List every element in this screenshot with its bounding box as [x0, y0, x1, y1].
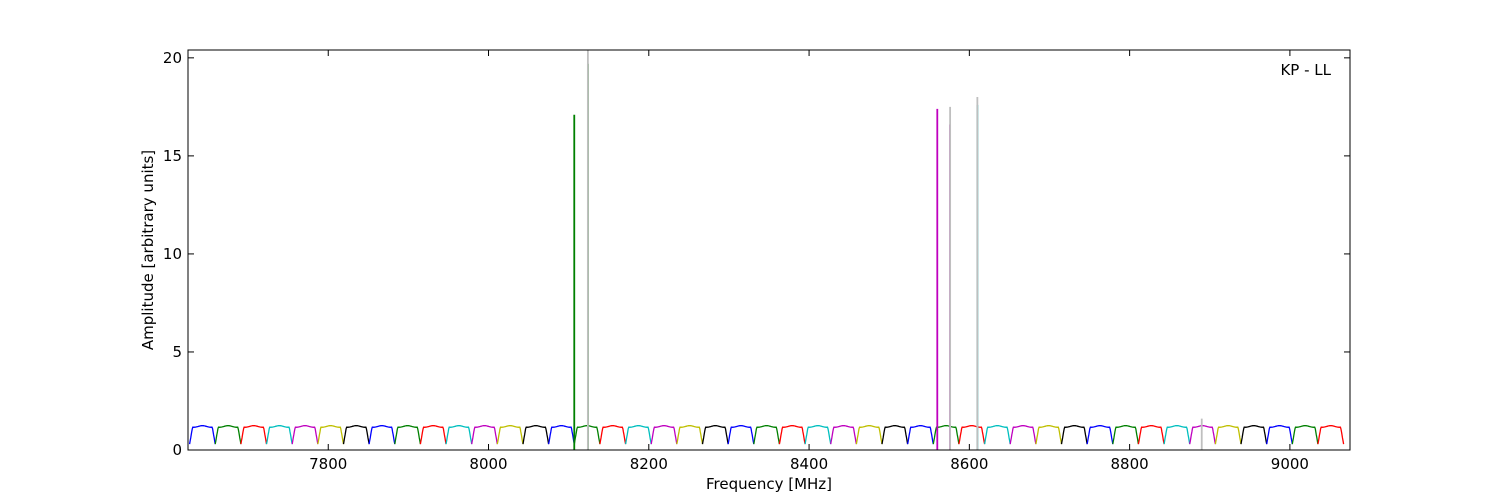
channel-line: [419, 425, 447, 445]
channel-line: [855, 425, 883, 445]
plot-area: [188, 50, 1345, 450]
x-tick-label: 8600: [950, 455, 988, 473]
x-tick-label: 7800: [309, 455, 347, 473]
x-tick-label: 8400: [790, 455, 828, 473]
channel-line: [1291, 425, 1319, 445]
plot-frame: [187, 49, 1351, 451]
channel-line: [522, 425, 550, 445]
x-tick-label: 8800: [1111, 455, 1149, 473]
channel-line: [624, 425, 652, 445]
channel-line: [983, 425, 1011, 445]
channel-line: [1214, 425, 1242, 445]
channel-line: [214, 425, 242, 445]
channel-line: [906, 425, 934, 445]
channel-line: [1009, 425, 1037, 445]
channel-line: [830, 425, 858, 445]
channel-line: [291, 425, 319, 445]
baseline-annotation: KP - LL: [1280, 61, 1331, 79]
channel-line: [1035, 425, 1063, 445]
channel-line: [804, 425, 832, 445]
channel-line: [547, 425, 575, 445]
channel-line: [1060, 425, 1088, 445]
channel-line: [188, 425, 216, 445]
y-axis-label: Amplitude [arbitrary units]: [139, 150, 157, 350]
channel-line: [1317, 425, 1345, 445]
x-tick-label: 9000: [1271, 455, 1309, 473]
y-tick-label: 15: [163, 147, 182, 165]
channel-line: [317, 425, 345, 445]
channel-lines: [188, 425, 1345, 445]
channel-line: [445, 425, 473, 445]
channel-line: [650, 425, 678, 445]
y-tick-label: 5: [172, 343, 182, 361]
channel-line: [676, 425, 704, 445]
channel-line: [265, 425, 293, 445]
channel-line: [599, 425, 627, 445]
channel-line: [753, 425, 781, 445]
x-axis-label: Frequency [MHz]: [706, 475, 832, 493]
channel-line: [727, 425, 755, 445]
channel-line: [958, 425, 986, 445]
channel-line: [368, 425, 396, 445]
channel-line: [240, 425, 268, 445]
channel-line: [778, 425, 806, 445]
channel-line: [1137, 425, 1165, 445]
x-tick-label: 8200: [630, 455, 668, 473]
channel-line: [701, 425, 729, 445]
channel-line: [1266, 425, 1293, 445]
channel-line: [1086, 425, 1114, 445]
y-axis-ticks: 0 5 10 15 20: [163, 49, 1350, 459]
x-tick-label: 8000: [469, 455, 507, 473]
channel-line: [471, 425, 498, 445]
channel-line: [1112, 425, 1140, 445]
channel-line: [1240, 425, 1268, 445]
channel-line: [342, 425, 370, 445]
channel-line: [496, 425, 524, 445]
channel-line: [394, 425, 422, 445]
y-tick-label: 20: [163, 49, 182, 67]
x-axis-ticks: 7800 8000 8200 8400 8600 8800 9000: [309, 50, 1309, 473]
y-tick-label: 0: [172, 441, 182, 459]
spike-lines: [573, 50, 1203, 450]
y-tick-label: 10: [163, 245, 182, 263]
channel-line: [1163, 425, 1191, 445]
channel-line: [881, 425, 909, 445]
